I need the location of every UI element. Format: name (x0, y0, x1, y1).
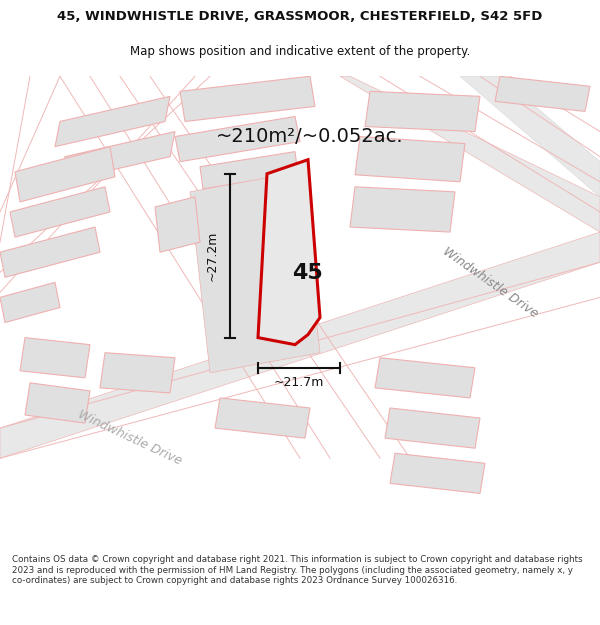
Polygon shape (340, 76, 600, 232)
Text: ~210m²/~0.052ac.: ~210m²/~0.052ac. (216, 127, 404, 146)
Polygon shape (10, 187, 110, 237)
Text: Map shows position and indicative extent of the property.: Map shows position and indicative extent… (130, 46, 470, 58)
Polygon shape (60, 131, 175, 182)
Polygon shape (175, 116, 300, 162)
Text: 45: 45 (292, 263, 323, 283)
Polygon shape (258, 159, 320, 344)
Polygon shape (200, 152, 298, 189)
Polygon shape (25, 383, 90, 423)
Polygon shape (100, 352, 175, 393)
Text: Windwhistle Drive: Windwhistle Drive (76, 408, 184, 468)
Polygon shape (15, 147, 115, 202)
Polygon shape (180, 76, 315, 121)
Polygon shape (0, 232, 600, 458)
Polygon shape (350, 187, 455, 232)
Polygon shape (190, 172, 320, 372)
Text: ~21.7m: ~21.7m (274, 376, 324, 389)
Polygon shape (20, 338, 90, 378)
Text: ~27.2m: ~27.2m (205, 231, 218, 281)
Polygon shape (155, 197, 200, 252)
Polygon shape (0, 227, 100, 278)
Polygon shape (385, 408, 480, 448)
Text: Windwhistle Drive: Windwhistle Drive (440, 244, 540, 320)
Polygon shape (375, 357, 475, 398)
Polygon shape (460, 76, 600, 197)
Polygon shape (0, 282, 60, 322)
Polygon shape (355, 137, 465, 182)
Polygon shape (365, 91, 480, 131)
Polygon shape (55, 96, 170, 147)
Polygon shape (495, 76, 590, 111)
Text: Contains OS data © Crown copyright and database right 2021. This information is : Contains OS data © Crown copyright and d… (12, 555, 583, 585)
Text: 45, WINDWHISTLE DRIVE, GRASSMOOR, CHESTERFIELD, S42 5FD: 45, WINDWHISTLE DRIVE, GRASSMOOR, CHESTE… (58, 10, 542, 23)
Polygon shape (390, 453, 485, 493)
Polygon shape (215, 398, 310, 438)
